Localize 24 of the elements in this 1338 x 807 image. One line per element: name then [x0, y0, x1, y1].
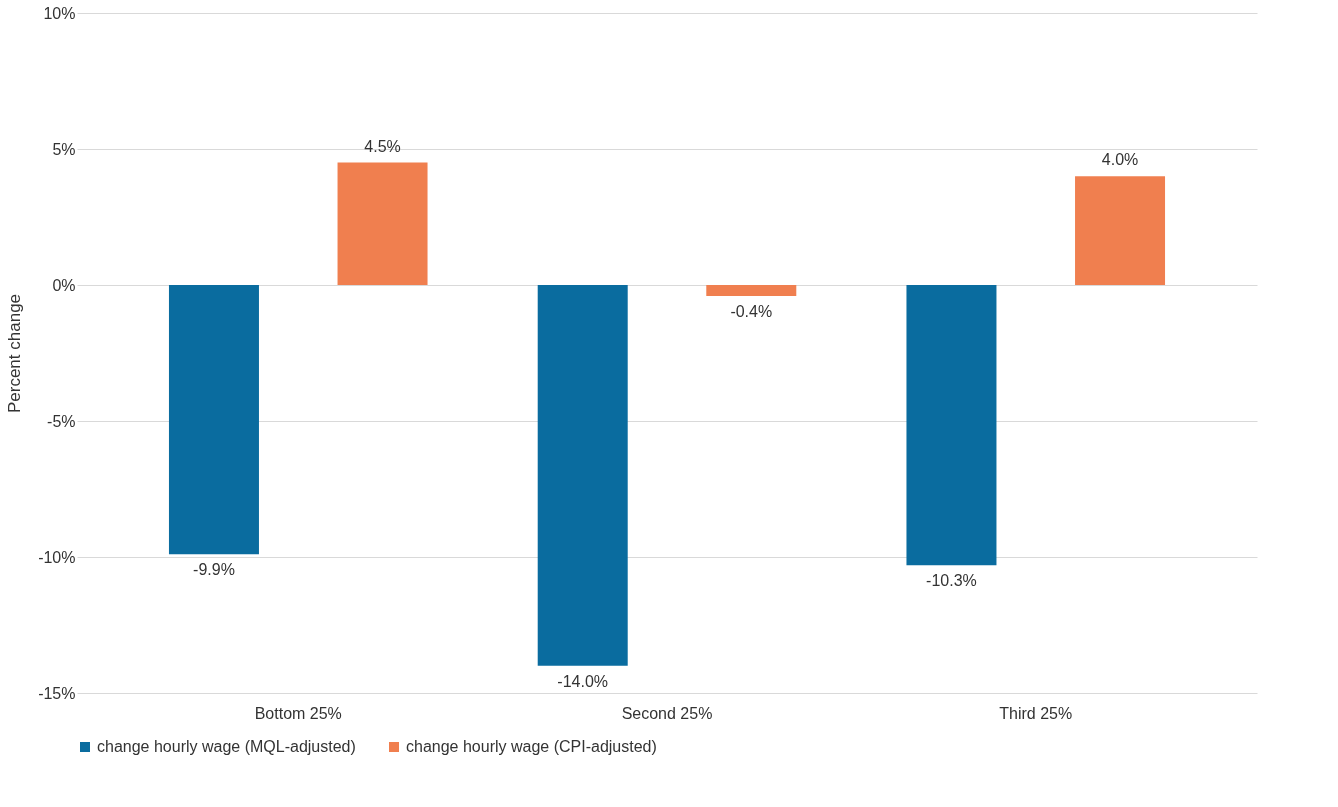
- bar: [537, 285, 628, 666]
- data-label: -10.3%: [926, 572, 977, 590]
- y-tick-label: 5%: [52, 140, 76, 158]
- data-label: -9.9%: [193, 561, 235, 579]
- y-tick-label: -5%: [47, 412, 76, 430]
- x-tick-label: Third 25%: [999, 704, 1073, 722]
- y-tick-label: 0%: [52, 276, 76, 294]
- legend-label: change hourly wage (MQL-adjusted): [97, 738, 356, 755]
- y-tick-label: -15%: [38, 684, 76, 702]
- data-label: 4.5%: [364, 137, 401, 155]
- y-tick-label: -10%: [38, 548, 76, 566]
- data-label: -0.4%: [730, 302, 773, 320]
- bar: [337, 162, 428, 285]
- data-label: -14.0%: [557, 672, 609, 690]
- bar: [168, 285, 259, 555]
- bar: [1075, 176, 1166, 285]
- data-label: 4.0%: [1101, 151, 1139, 169]
- bar: [706, 285, 797, 296]
- bar: [906, 285, 997, 566]
- x-tick-label: Second 25%: [621, 704, 713, 722]
- y-tick-label: 10%: [43, 4, 76, 22]
- y-axis-title: Percent change: [5, 293, 25, 414]
- legend-label: change hourly wage (CPI-adjusted): [406, 738, 657, 755]
- x-tick-label: Bottom 25%: [254, 704, 342, 722]
